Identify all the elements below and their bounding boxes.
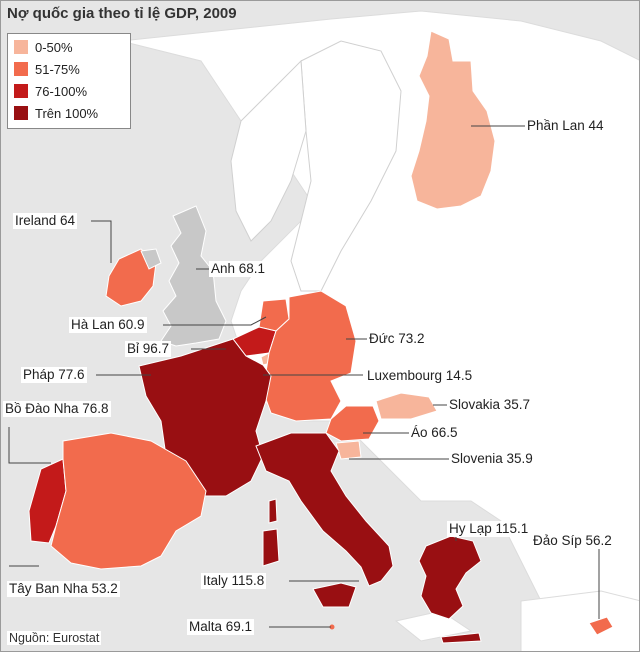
map-title: Nợ quốc gia theo tỉ lệ GDP, 2009 xyxy=(7,5,237,22)
country-northern-ireland xyxy=(140,248,162,270)
label-finland: Phần Lan 44 xyxy=(525,118,606,134)
label-greece: Hy Lạp 115.1 xyxy=(447,521,531,537)
source-note: Nguồn: Eurostat xyxy=(7,631,102,645)
label-slovakia: Slovakia 35.7 xyxy=(447,397,533,413)
label-spain: Tây Ban Nha 53.2 xyxy=(7,581,120,597)
leader-lines xyxy=(8,125,600,628)
country-cyprus[interactable] xyxy=(588,616,614,636)
country-austria[interactable] xyxy=(325,405,380,442)
country-greece[interactable] xyxy=(418,535,482,620)
country-sardinia xyxy=(262,528,280,567)
legend-label: 0-50% xyxy=(35,39,73,55)
country-slovakia[interactable] xyxy=(375,392,438,420)
legend-item: 76-100% xyxy=(14,82,87,100)
legend-label: 51-75% xyxy=(35,61,80,77)
label-austria: Áo 66.5 xyxy=(409,425,460,441)
label-slovenia: Slovenia 35.9 xyxy=(449,451,535,467)
label-portugal: Bồ Đào Nha 76.8 xyxy=(3,401,111,417)
label-belgium: Bỉ 96.7 xyxy=(125,341,172,357)
legend-swatch xyxy=(14,106,28,120)
legend: 0-50% 51-75% 76-100% Trên 100% xyxy=(7,33,131,129)
country-italy[interactable] xyxy=(255,432,394,587)
legend-swatch xyxy=(14,62,28,76)
label-germany: Đức 73.2 xyxy=(367,331,427,347)
label-france: Pháp 77.6 xyxy=(21,367,87,383)
legend-swatch xyxy=(14,84,28,98)
country-corsica xyxy=(268,498,278,524)
label-cyprus: Đảo Síp 56.2 xyxy=(531,533,614,549)
legend-label: 76-100% xyxy=(35,83,88,99)
label-uk: Anh 68.1 xyxy=(209,261,268,277)
label-malta: Malta 69.1 xyxy=(187,619,255,635)
legend-item: 51-75% xyxy=(14,60,80,78)
country-spain[interactable] xyxy=(50,432,207,570)
legend-swatch xyxy=(14,40,28,54)
country-malta[interactable] xyxy=(329,624,335,630)
label-italy: Italy 115.8 xyxy=(201,573,267,589)
legend-label: Trên 100% xyxy=(35,105,99,121)
label-netherlands: Hà Lan 60.9 xyxy=(69,317,147,333)
label-ireland: Ireland 64 xyxy=(13,213,78,229)
label-luxembourg: Luxembourg 14.5 xyxy=(365,368,475,384)
country-uk[interactable] xyxy=(160,205,227,347)
country-crete xyxy=(440,632,482,644)
legend-item: 0-50% xyxy=(14,38,73,56)
legend-item: Trên 100% xyxy=(14,104,98,122)
country-finland[interactable] xyxy=(410,30,496,210)
country-sicily xyxy=(312,582,357,608)
scandinavia xyxy=(230,40,402,292)
country-slovenia[interactable] xyxy=(335,440,362,460)
